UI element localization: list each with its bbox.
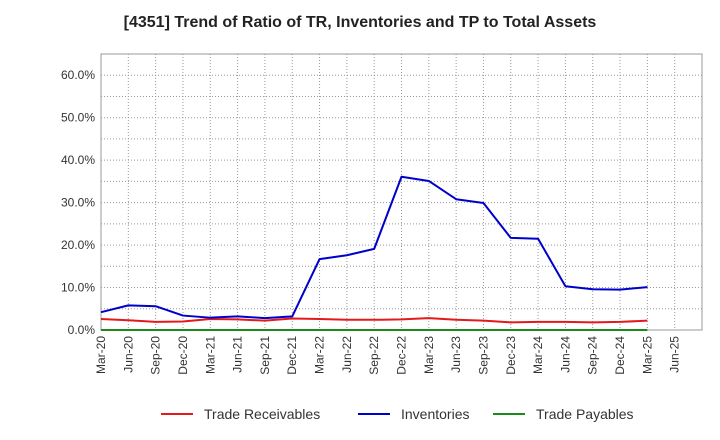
chart-title: [4351] Trend of Ratio of TR, Inventories… xyxy=(123,14,597,31)
x-tick-label: Mar-23 xyxy=(422,336,436,374)
x-tick-label: Jun-21 xyxy=(231,336,245,373)
y-tick-label: 20.0% xyxy=(61,238,95,252)
y-tick-labels: 0.0% 10.0% 20.0% 30.0% 40.0% 50.0% 60.0% xyxy=(61,68,95,337)
grid-lines xyxy=(101,54,702,330)
x-tick-label: Jun-20 xyxy=(121,336,135,373)
series-line-trade-receivables xyxy=(100,317,648,324)
x-tick-label: Sep-23 xyxy=(476,336,490,375)
x-tick-label: Dec-20 xyxy=(176,336,190,375)
x-tick-label: Sep-24 xyxy=(586,336,600,375)
y-tick-label: 10.0% xyxy=(61,281,95,295)
y-tick-label: 50.0% xyxy=(61,111,95,125)
series-line-inventories xyxy=(100,175,648,320)
x-tick-label: Mar-20 xyxy=(94,336,108,374)
x-tick-label: Jun-23 xyxy=(449,336,463,373)
x-tick-label: Sep-22 xyxy=(367,336,381,375)
x-tick-label: Dec-23 xyxy=(504,336,518,375)
x-tick-label: Mar-21 xyxy=(203,336,217,374)
x-tick-label: Jun-24 xyxy=(558,336,572,373)
y-tick-label: 0.0% xyxy=(68,323,96,337)
x-tick-label: Jun-25 xyxy=(668,336,682,373)
x-tick-label: Sep-21 xyxy=(258,336,272,375)
x-tick-label: Mar-24 xyxy=(531,336,545,374)
legend-label: Trade Payables xyxy=(536,406,634,422)
x-tick-label: Dec-22 xyxy=(395,336,409,375)
y-tick-label: 60.0% xyxy=(61,68,95,82)
legend-label: Trade Receivables xyxy=(204,406,320,422)
x-tick-label: Sep-20 xyxy=(149,336,163,375)
x-tick-label: Jun-22 xyxy=(340,336,354,373)
x-tick-label: Dec-24 xyxy=(613,336,627,375)
x-tick-label: Mar-25 xyxy=(640,336,654,374)
legend: Trade Receivables Inventories Trade Payabl… xyxy=(161,406,634,422)
x-tick-label: Mar-22 xyxy=(313,336,327,374)
legend-label: Inventories xyxy=(401,406,469,422)
x-tick-label: Dec-21 xyxy=(285,336,299,375)
series-lines xyxy=(100,175,648,331)
y-tick-label: 40.0% xyxy=(61,153,95,167)
y-tick-label: 30.0% xyxy=(61,196,95,210)
x-tick-labels: Mar-20 Jun-20 Sep-20 Dec-20 Mar-21 Jun-21 Sep-… xyxy=(94,336,682,375)
